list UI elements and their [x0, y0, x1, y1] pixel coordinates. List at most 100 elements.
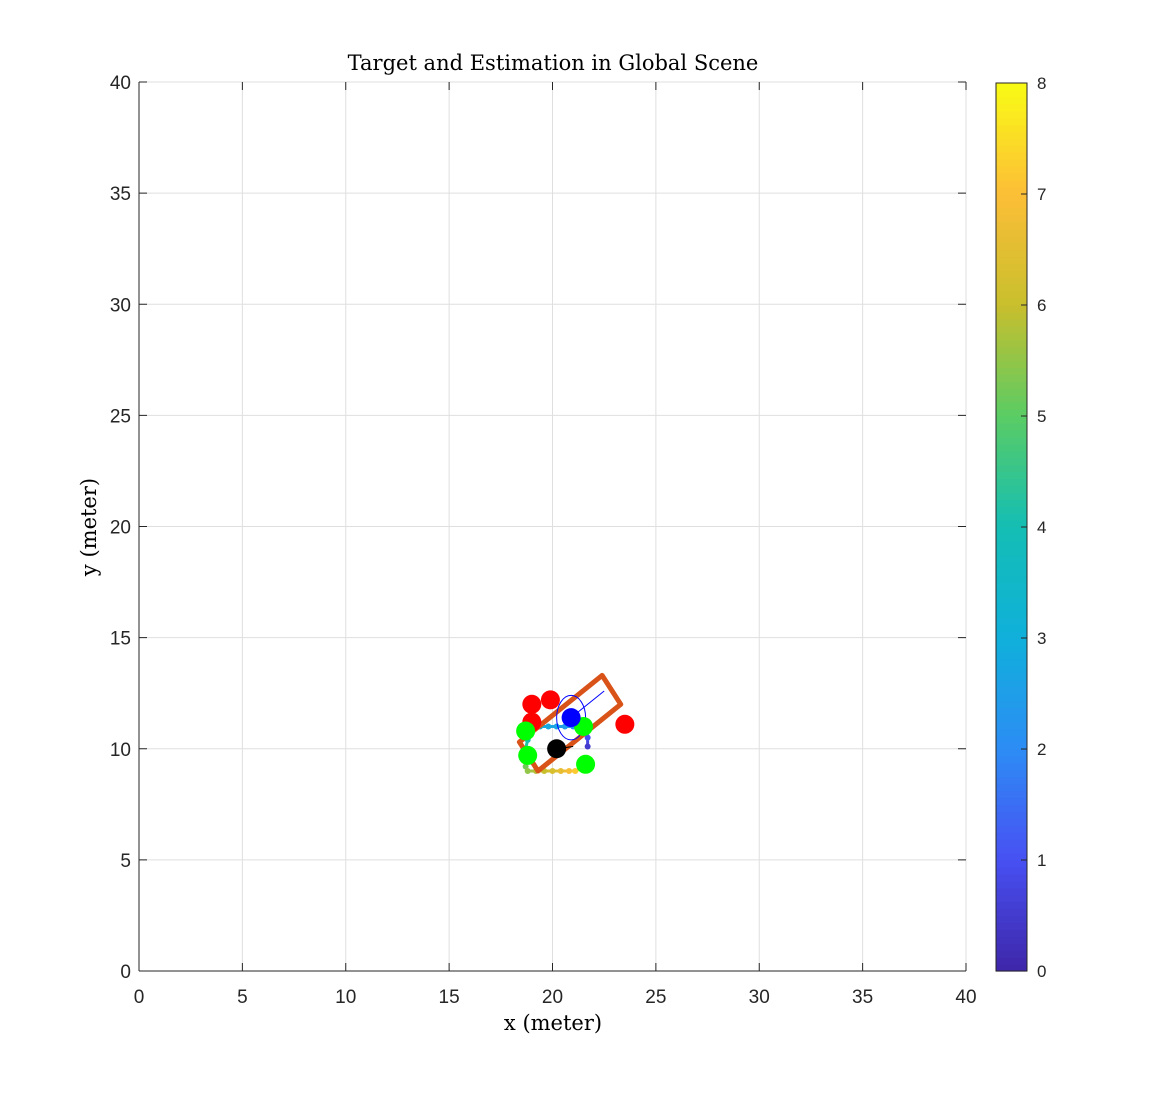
colorbar-segment — [996, 561, 1027, 570]
plot-axes[interactable]: 0 5 10 15 20 25 30 35 40 0 5 10 15 20 25 30 35 40 — [110, 73, 977, 1008]
colorbar-segment — [996, 755, 1027, 764]
x-tick-label: 15 — [439, 987, 460, 1008]
colorbar-segment — [996, 575, 1027, 584]
colorbar-segment — [996, 374, 1027, 382]
colorbar-segment — [996, 305, 1027, 313]
colorbar-segment — [996, 145, 1027, 153]
x-tick-label: 30 — [749, 987, 770, 1008]
colorbar-segment — [996, 367, 1027, 375]
colorbar-segment — [996, 658, 1027, 667]
red-point — [540, 690, 560, 710]
colorbar-segment — [996, 152, 1027, 160]
colorbar-segment — [996, 617, 1027, 625]
colorbar-segment — [996, 915, 1027, 924]
colorbar-segment — [996, 478, 1027, 486]
green-point — [516, 721, 536, 741]
colorbar-segment — [996, 381, 1027, 389]
colorbar-segment — [996, 429, 1027, 438]
y-axis-label: y (meter) — [77, 478, 101, 577]
colorbar-segment — [996, 228, 1027, 237]
colorbar-segment — [996, 846, 1027, 854]
colorbar-segment — [996, 936, 1027, 944]
trajectory-point — [549, 767, 556, 774]
colorbar-segment — [996, 797, 1027, 806]
colorbar-segment — [996, 221, 1027, 230]
colorbar-segment — [996, 214, 1027, 223]
colorbar-segment — [996, 735, 1027, 743]
y-tick-label: 0 — [120, 962, 131, 983]
colorbar-segment — [996, 908, 1027, 917]
colorbar-segment — [996, 173, 1027, 181]
colorbar-segment — [996, 242, 1027, 251]
y-tick-label: 25 — [110, 406, 131, 427]
x-tick-label: 5 — [237, 987, 248, 1008]
colorbar-segment — [996, 804, 1027, 813]
colorbar-segment — [996, 624, 1027, 632]
green-point — [518, 745, 538, 765]
black-point — [547, 739, 567, 759]
colorbar-segment — [996, 339, 1027, 348]
colorbar-segment — [996, 457, 1027, 466]
colorbar-tick-label: 1 — [1037, 851, 1046, 870]
colorbar-segment — [996, 402, 1027, 410]
colorbar-segment — [996, 749, 1027, 757]
colorbar-tick-label: 0 — [1037, 962, 1046, 981]
colorbar-segment — [996, 284, 1027, 292]
y-tick-label: 15 — [110, 629, 131, 650]
colorbar-segment — [996, 547, 1027, 556]
x-tick-label: 35 — [852, 987, 873, 1008]
colorbar-segment — [996, 131, 1027, 140]
colorbar-segment — [996, 901, 1027, 910]
colorbar-segment — [996, 180, 1027, 188]
colorbar-segment — [996, 631, 1027, 639]
colorbar: 0 1 2 3 4 5 6 7 8 — [995, 74, 1046, 981]
colorbar-segment — [996, 894, 1027, 903]
colorbar-segment — [996, 783, 1027, 792]
colorbar-segment — [996, 957, 1027, 965]
y-tick-label: 10 — [110, 740, 131, 761]
colorbar-segment — [996, 207, 1027, 216]
colorbar-segment — [996, 235, 1027, 244]
colorbar-segment — [996, 943, 1027, 951]
colorbar-segment — [996, 298, 1027, 306]
colorbar-segment — [996, 721, 1027, 729]
colorbar-segment — [996, 311, 1027, 320]
colorbar-segment — [996, 665, 1027, 674]
colorbar-tick-label: 3 — [1037, 629, 1046, 648]
colorbar-segment — [996, 603, 1027, 611]
blue-point — [561, 708, 581, 728]
y-tick-label: 30 — [110, 295, 131, 316]
colorbar-segment — [996, 679, 1027, 688]
x-tick-label: 40 — [955, 987, 976, 1008]
colorbar-segment — [996, 270, 1027, 278]
colorbar-segment — [996, 499, 1027, 507]
colorbar-segment — [996, 860, 1027, 868]
colorbar-segment — [996, 138, 1027, 147]
colorbar-segment — [996, 707, 1027, 715]
colorbar-segment — [996, 825, 1027, 833]
colorbar-segment — [996, 790, 1027, 799]
colorbar-segment — [996, 194, 1027, 202]
colorbar-tick-label: 4 — [1037, 518, 1046, 537]
colorbar-segment — [996, 929, 1027, 937]
y-tick-label: 5 — [120, 851, 131, 872]
x-axis-label: x (meter) — [504, 1011, 602, 1035]
colorbar-segment — [996, 887, 1027, 896]
trajectory-point — [524, 767, 531, 774]
colorbar-segment — [996, 256, 1027, 264]
colorbar-tick-label: 5 — [1037, 407, 1046, 426]
colorbar-segment — [996, 249, 1027, 258]
colorbar-segment — [996, 318, 1027, 327]
colorbar-tick-label: 6 — [1037, 296, 1046, 315]
colorbar-segment — [996, 166, 1027, 174]
colorbar-segment — [996, 527, 1027, 535]
colorbar-segment — [996, 700, 1027, 708]
x-tick-label: 0 — [134, 987, 145, 1008]
y-tick-label: 40 — [110, 73, 131, 94]
x-tick-label: 10 — [335, 987, 356, 1008]
colorbar-segment — [996, 693, 1027, 702]
colorbar-segment — [996, 554, 1027, 563]
colorbar-segment — [996, 83, 1027, 91]
colorbar-tick-label: 8 — [1037, 74, 1046, 93]
